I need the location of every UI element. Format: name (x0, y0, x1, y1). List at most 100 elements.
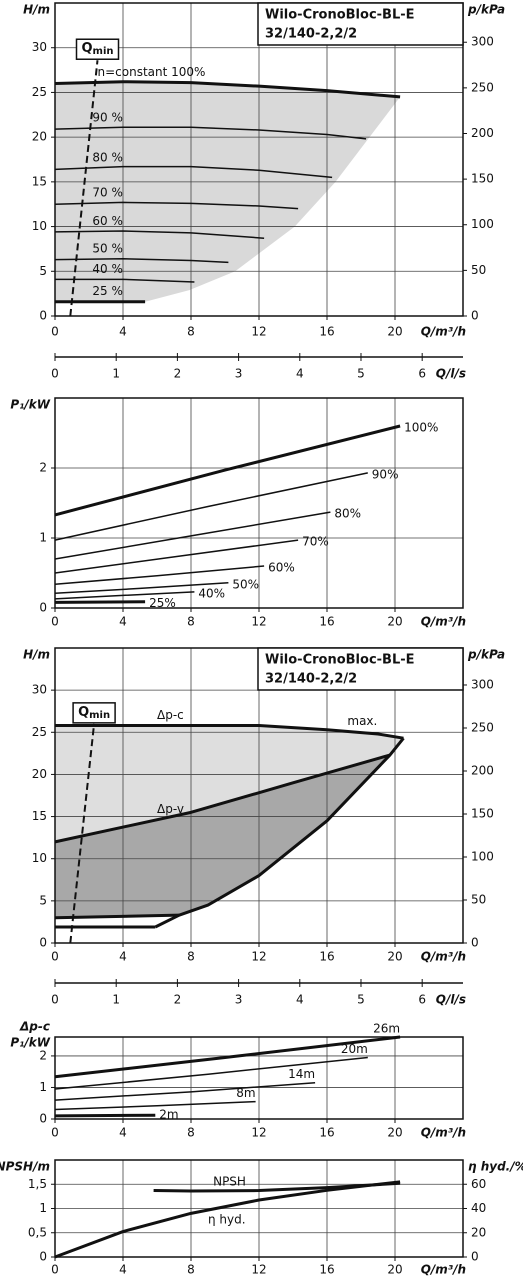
curve (54, 1056, 368, 1090)
x2-axis-label: Q/l/s (436, 993, 466, 1007)
y-tick-label: 25 (32, 725, 47, 739)
curve (54, 201, 299, 210)
y2-tick-label: 100 (471, 217, 494, 231)
chart-panel: 0 4 8 12 16 20 0 0,5 1 1,5 0 20 40 60 NPSH η hyd. Q/m³/h… (0, 1159, 523, 1277)
curve-label: 2m (159, 1108, 178, 1122)
chart-panel: 0 4 8 12 16 20012100%90%80%70%60%50%40%25%Q/m… (10, 397, 466, 629)
plot-frame (54, 1159, 464, 1258)
x2-tick-label: 0 (51, 993, 59, 1007)
y-tick-label: 10 (32, 219, 47, 233)
y2-tick-label: 60 (471, 1177, 486, 1191)
x-tick-label: 12 (251, 1263, 266, 1277)
y-tick-label: 20 (32, 767, 47, 781)
y2-tick-label: 250 (471, 80, 494, 94)
x-tick-label: 0 (51, 615, 59, 629)
curve-label: NPSH (213, 1174, 246, 1188)
x-tick-label: 8 (187, 325, 195, 339)
x-tick-label: 16 (319, 950, 334, 964)
x-tick-label: 8 (187, 1263, 195, 1277)
curve (54, 1081, 316, 1101)
x-tick-label: 20 (387, 950, 402, 964)
x2-tick-label: 0 (51, 367, 59, 381)
curve-label: η hyd. (208, 1213, 246, 1227)
qmin-label: Qmin (78, 704, 110, 721)
curve (54, 600, 146, 604)
x2-tick-label: 5 (357, 993, 365, 1007)
curve (54, 165, 333, 179)
title-box (257, 647, 464, 691)
x-tick-label: 4 (119, 1126, 127, 1140)
curve (54, 539, 299, 574)
curve-label: 70% (302, 535, 329, 549)
operating-area (55, 755, 390, 918)
y2-tick-label: 150 (471, 806, 494, 820)
x-tick-label: 8 (187, 615, 195, 629)
y-axis-label: NPSH/m (0, 1160, 50, 1174)
curve (54, 424, 401, 517)
y-axis-label: H/m (23, 3, 50, 17)
y-tick-label: 1 (39, 1080, 47, 1094)
plot-frame (54, 397, 464, 609)
x-tick-label: 12 (251, 950, 266, 964)
chart-panel: 0 4 8 12 16 20051015202530050100150200250300Δ… (23, 647, 505, 1007)
y2-tick-label: 150 (471, 172, 494, 186)
curve-label: 70 % (92, 186, 123, 200)
y-tick-label: 25 (32, 85, 47, 99)
y-tick-label: 1,5 (28, 1177, 47, 1191)
y-tick-label: 0 (39, 936, 47, 950)
curve (54, 472, 368, 541)
y2-axis-label: p/kPa (467, 648, 505, 662)
x-tick-label: 0 (51, 1263, 59, 1277)
curve-label: 25 % (92, 284, 123, 298)
x-axis-label: Q/m³/h (421, 325, 466, 339)
y2-tick-label: 50 (471, 892, 486, 906)
y2-tick-label: 100 (471, 849, 494, 863)
qmin-line (69, 60, 99, 317)
curve-label: 100% (404, 421, 438, 435)
y2-tick-label: 300 (471, 677, 494, 691)
y2-axis-label: η hyd./% (468, 1160, 523, 1174)
x-tick-label: 8 (187, 1126, 195, 1140)
curve-label: Δp-c (157, 708, 184, 722)
qmin-box (75, 38, 120, 60)
y2-tick-label: 20 (471, 1225, 486, 1239)
curve (54, 80, 401, 99)
chart-subtitle: 32/140-2,2/2 (265, 672, 357, 687)
plot-frame (54, 1036, 464, 1120)
y-tick-label: 2 (39, 461, 47, 475)
x-tick-label: 20 (387, 1126, 402, 1140)
y-axis-label: P₁/kW (10, 1036, 50, 1050)
y-tick-label: 15 (32, 174, 47, 188)
x-tick-label: 16 (319, 1263, 334, 1277)
x-tick-label: 12 (251, 325, 266, 339)
y-tick-label: 2 (39, 1048, 47, 1062)
x-tick-label: 4 (119, 950, 127, 964)
curve-label: 50 % (92, 242, 123, 256)
x-tick-label: 4 (119, 325, 127, 339)
curve-label: 26m (373, 1022, 400, 1036)
y2-tick-label: 300 (471, 35, 494, 49)
qmin-q: Q (81, 41, 92, 56)
y2-axis-label: p/kPa (467, 3, 505, 17)
qmin-sub: min (89, 710, 110, 721)
x2-tick-label: 1 (112, 993, 120, 1007)
y2-tick-label: 50 (471, 263, 486, 277)
y-tick-label: 0,5 (28, 1225, 47, 1239)
y2-tick-label: 0 (471, 309, 479, 323)
curve (54, 582, 229, 595)
operating-area (55, 725, 404, 842)
y-tick-label: 0 (39, 1250, 47, 1264)
curve-label: 80 % (92, 150, 123, 164)
curve (54, 565, 265, 585)
y-axis-label: H/m (23, 648, 50, 662)
annotation: max. (347, 714, 377, 728)
x2-axis-label: Q/l/s (436, 367, 466, 381)
x2-tick-label: 2 (174, 993, 182, 1007)
x-tick-label: 20 (387, 325, 402, 339)
curve (54, 126, 367, 140)
curve-label: 25% (149, 596, 176, 610)
operating-area (55, 81, 401, 302)
curve-label: 60 % (92, 214, 123, 228)
